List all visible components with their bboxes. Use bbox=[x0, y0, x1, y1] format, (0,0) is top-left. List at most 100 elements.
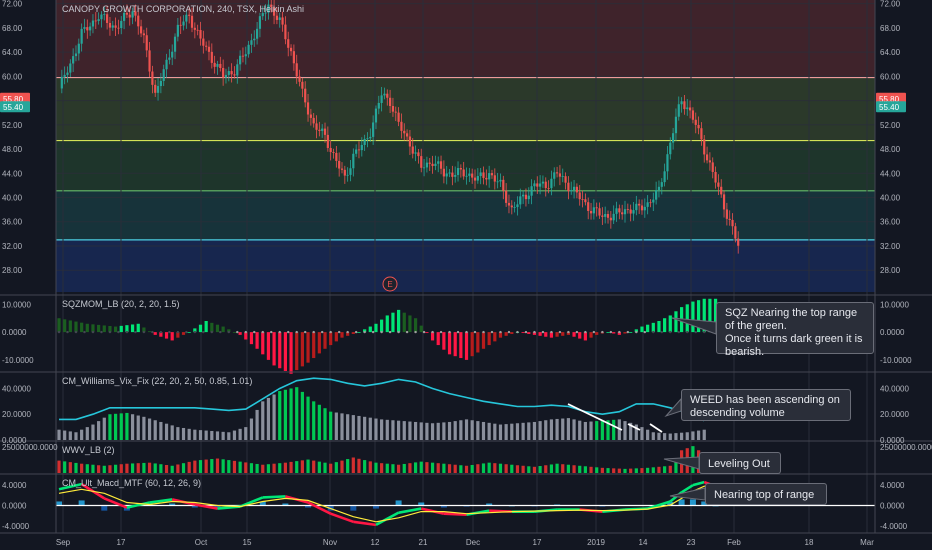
candle-body bbox=[250, 40, 253, 45]
histogram-bar bbox=[493, 463, 497, 473]
candle-body bbox=[176, 24, 179, 37]
histogram-bar bbox=[261, 464, 265, 473]
candle-body bbox=[97, 19, 100, 22]
annotation-sqz[interactable]: SQZ Nearing the top range of the green. … bbox=[716, 302, 874, 358]
histogram-bar bbox=[363, 416, 367, 440]
histogram-bar bbox=[447, 464, 452, 473]
candle-body bbox=[267, 4, 270, 13]
candle-body bbox=[253, 38, 256, 41]
histogram-bar bbox=[470, 464, 474, 473]
y-tick-label-right: 0.0000 bbox=[880, 328, 905, 337]
histogram-bar bbox=[272, 463, 276, 473]
candle-body bbox=[473, 177, 477, 181]
macd-histogram-bar bbox=[169, 503, 176, 506]
annotation-macd[interactable]: Nearing top of range bbox=[705, 483, 827, 505]
histogram-bar bbox=[306, 332, 310, 363]
histogram-bar bbox=[329, 332, 333, 346]
histogram-bar bbox=[504, 332, 508, 336]
candle-body bbox=[439, 161, 443, 169]
macd-histogram-bar bbox=[418, 502, 425, 506]
histogram-bar bbox=[368, 417, 372, 440]
candle-body bbox=[128, 14, 131, 18]
squeeze-dot bbox=[533, 330, 536, 334]
histogram-bar bbox=[685, 304, 689, 333]
histogram-bar bbox=[436, 422, 440, 440]
squeeze-dot bbox=[278, 330, 281, 334]
histogram-bar bbox=[391, 312, 395, 333]
candle-body bbox=[609, 217, 612, 221]
histogram-bar bbox=[549, 464, 554, 473]
histogram-bar bbox=[487, 462, 491, 473]
macd-histogram-bar bbox=[214, 505, 221, 509]
macd-histogram-bar bbox=[101, 505, 108, 511]
x-tick-label: 21 bbox=[419, 538, 428, 547]
y-tick-label-left: 4.0000 bbox=[2, 481, 27, 490]
squeeze-dot bbox=[108, 330, 112, 334]
histogram-bar bbox=[295, 332, 299, 371]
candle-body bbox=[490, 173, 494, 176]
squeeze-dot bbox=[168, 330, 171, 334]
histogram-bar bbox=[504, 424, 508, 440]
candle-body bbox=[236, 64, 239, 76]
squeeze-dot bbox=[558, 330, 562, 334]
y-tick-label-left: 68.00 bbox=[2, 24, 23, 33]
histogram-bar bbox=[340, 413, 344, 440]
histogram-bar bbox=[629, 332, 633, 333]
histogram-bar bbox=[159, 464, 163, 473]
histogram-bar bbox=[538, 332, 542, 336]
chart-title: CANOPY GROWTH CORPORATION, 240, TSX, Hei… bbox=[62, 4, 304, 14]
y-tick-label-right: 28.00 bbox=[880, 266, 901, 275]
candle-body bbox=[321, 128, 324, 131]
candle-body bbox=[604, 214, 607, 217]
histogram-bar bbox=[97, 465, 101, 473]
histogram-bar bbox=[266, 464, 271, 473]
price-badge-left-text: 55.80 bbox=[3, 95, 24, 104]
candle-body bbox=[677, 104, 680, 117]
histogram-bar bbox=[436, 463, 440, 473]
candle-body bbox=[89, 26, 92, 31]
histogram-bar bbox=[329, 411, 333, 440]
candle-body bbox=[264, 12, 267, 14]
candle-body bbox=[165, 59, 168, 70]
histogram-bar bbox=[204, 321, 208, 333]
candle-body bbox=[63, 74, 66, 77]
y-tick-label-right: 0.0000 bbox=[880, 436, 905, 445]
histogram-bar bbox=[572, 419, 576, 440]
candle-body bbox=[731, 219, 734, 227]
histogram-bar bbox=[561, 418, 565, 440]
histogram-bar bbox=[164, 332, 169, 339]
histogram-bar bbox=[340, 332, 344, 338]
histogram-bar bbox=[397, 464, 401, 473]
histogram-bar bbox=[153, 332, 157, 335]
macd-histogram-bar bbox=[350, 505, 357, 511]
squeeze-dot bbox=[609, 330, 613, 334]
histogram-bar bbox=[142, 416, 146, 440]
macd-line-segment bbox=[194, 503, 218, 510]
histogram-bar bbox=[300, 391, 304, 440]
histogram-bar bbox=[108, 326, 112, 333]
squeeze-dot bbox=[635, 330, 638, 334]
histogram-bar bbox=[266, 397, 271, 440]
histogram-bar bbox=[108, 414, 112, 440]
candle-body bbox=[60, 76, 63, 89]
annotation-wwv[interactable]: Leveling Out bbox=[699, 452, 781, 474]
candle-body bbox=[306, 102, 310, 115]
annotation-vix[interactable]: WEED has been ascending on descending vo… bbox=[681, 389, 851, 421]
candle-body bbox=[442, 168, 445, 177]
macd-histogram-bar bbox=[667, 501, 674, 506]
candle-body bbox=[196, 29, 199, 31]
histogram-bar bbox=[153, 463, 157, 473]
histogram-bar bbox=[142, 327, 146, 333]
candle-body bbox=[626, 209, 629, 210]
candle-body bbox=[222, 67, 225, 78]
x-tick-label: Oct bbox=[195, 538, 208, 547]
pane-title: WWV_LB (2) bbox=[62, 445, 115, 455]
pane-title: CM_Ult_Macd_MTF (60, 12, 26, 9) bbox=[62, 478, 201, 488]
histogram-bar bbox=[283, 389, 287, 440]
histogram-bar bbox=[589, 332, 593, 338]
histogram-bar bbox=[102, 417, 106, 440]
squeeze-dot bbox=[142, 330, 146, 334]
squeeze-dot bbox=[304, 330, 307, 334]
macd-line-segment bbox=[149, 498, 173, 504]
